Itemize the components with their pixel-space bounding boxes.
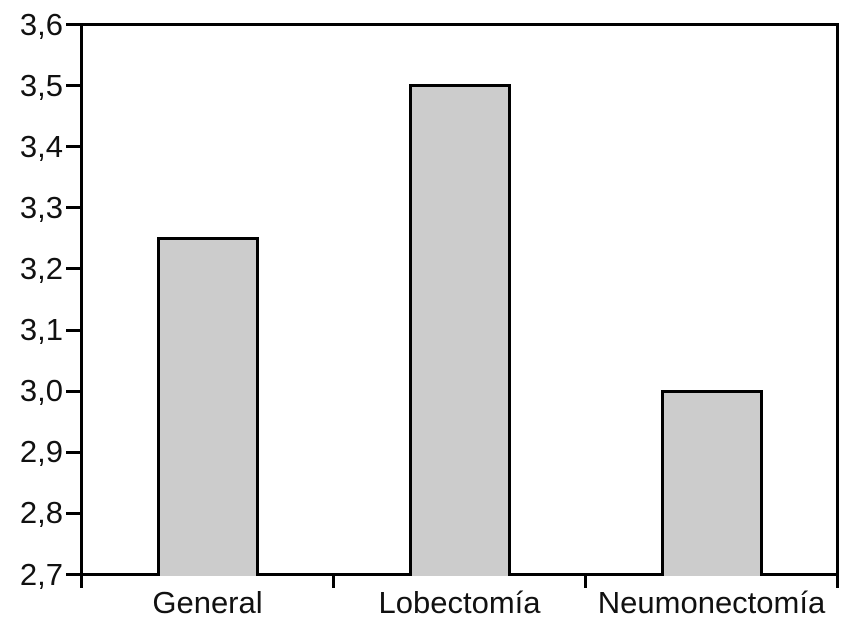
bar <box>156 236 259 576</box>
x-axis-label: Neumonectomía <box>597 585 826 620</box>
y-axis-tick <box>66 573 82 576</box>
x-axis-tick <box>584 573 587 588</box>
x-axis-label: Lobectomía <box>378 585 541 620</box>
y-axis-tick-label: 2,7 <box>19 556 63 592</box>
y-axis-tick-label: 3,0 <box>19 373 63 409</box>
bar <box>660 389 763 576</box>
y-axis-tick-label: 2,8 <box>19 495 63 531</box>
y-axis-tick <box>66 23 82 26</box>
x-axis-label: General <box>152 585 263 620</box>
y-axis-tick <box>66 267 82 271</box>
y-axis-tick <box>66 328 82 332</box>
y-axis-tick-label: 2,9 <box>19 434 63 470</box>
y-axis-tick-label: 3,6 <box>19 6 63 42</box>
y-axis-tick-label: 3,4 <box>19 128 63 164</box>
y-axis-tick <box>66 84 82 88</box>
y-axis-tick <box>66 450 82 454</box>
bar <box>408 84 511 576</box>
y-axis-tick <box>66 145 82 149</box>
x-axis-tick <box>332 573 335 588</box>
y-axis-tick-label: 3,2 <box>19 250 63 286</box>
y-axis-tick-label: 3,1 <box>19 312 63 348</box>
y-axis-tick-label: 3,5 <box>19 67 63 103</box>
y-axis-tick <box>66 511 82 515</box>
y-axis-tick <box>66 389 82 393</box>
x-axis-tick <box>836 573 839 588</box>
y-axis-tick-label: 3,3 <box>19 189 63 225</box>
x-axis-tick <box>80 573 83 588</box>
y-axis-tick <box>66 206 82 210</box>
